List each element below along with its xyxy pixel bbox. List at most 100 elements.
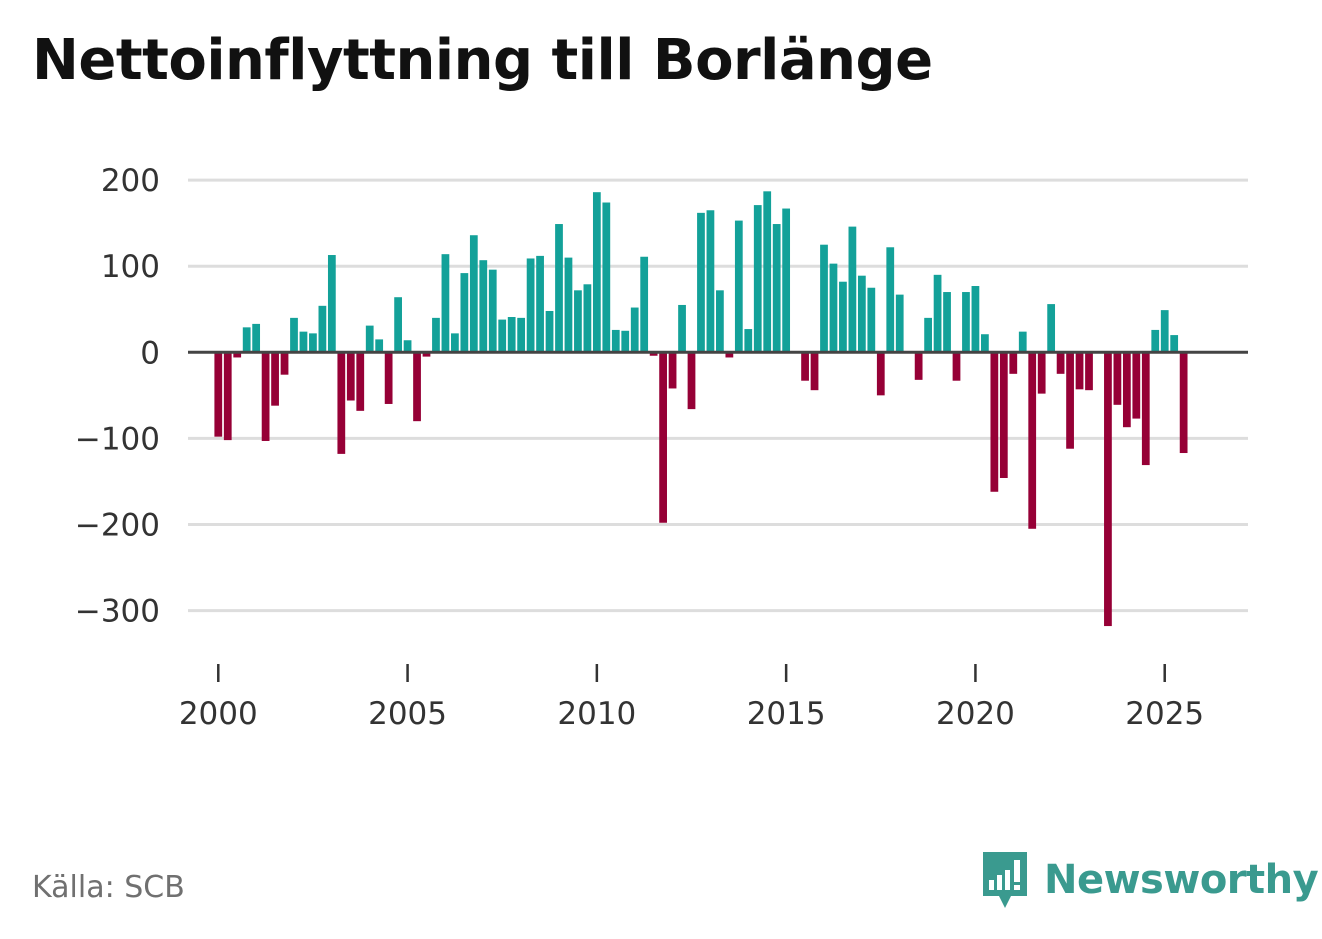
bar [280,352,289,375]
bar [432,317,440,353]
bar [488,269,497,353]
bar [214,352,223,437]
y-axis-ticks: 200 100 0 −100 −200 −300 [75,163,160,629]
bar-chart: 200 100 0 −100 −200 −300 2000 2005 2010 2015 2020… [75,163,1248,732]
bar [1047,304,1056,353]
bar [1113,352,1122,405]
bar [536,255,544,353]
bar [943,292,951,353]
bar [233,352,242,358]
bar [1170,335,1179,353]
x-tick-label: 2015 [747,696,826,732]
bar [990,352,999,492]
bar [469,235,478,353]
bar [1037,352,1046,394]
bar [914,352,923,380]
bar [621,330,630,353]
bar [895,294,904,353]
y-tick-label: −100 [75,421,160,457]
bar [299,331,308,353]
bar [555,224,563,353]
bar [517,317,526,353]
bar [413,352,421,422]
bar [848,226,857,353]
bar [962,292,970,353]
bar [375,339,384,353]
bar [451,333,459,353]
bar [1018,331,1027,353]
bar [1179,352,1188,454]
bar [252,323,261,353]
bar [602,202,611,353]
bar [309,333,317,353]
bar [545,310,554,353]
bar [337,352,346,454]
bar [772,224,781,353]
x-tick-label: 2005 [368,696,447,732]
bar [479,260,488,353]
bar [583,284,592,353]
bar [1075,352,1084,390]
bar [1056,352,1065,374]
bar [933,274,942,353]
bar [1104,352,1112,627]
bar [1085,352,1093,391]
bar [820,244,828,353]
bar [1066,352,1074,449]
bar [659,352,667,523]
x-tick-label: 2025 [1125,696,1204,732]
bar [876,352,885,396]
source-note: Källa: SCB [32,870,185,905]
bar [857,275,866,353]
bar [394,297,402,353]
bar [1160,310,1169,353]
bar [403,340,412,353]
bar [1151,329,1160,353]
bar [744,329,753,353]
brand-logo: Newsworthy [980,850,1319,910]
bar [716,290,724,353]
bar [697,212,705,353]
bar [365,325,374,353]
bar [886,247,895,353]
bar [384,352,393,404]
bar [630,307,639,353]
bar [327,255,336,353]
bar [668,352,677,389]
bar [971,286,980,353]
bar [526,258,535,353]
x-tick-label: 2000 [179,696,258,732]
bar [753,205,762,353]
bar [1141,352,1150,466]
bar [1009,352,1018,374]
bar [952,352,961,381]
x-tick-label: 2010 [557,696,636,732]
bar [867,287,876,353]
bar [242,327,251,353]
bar [810,352,819,391]
bar [611,329,620,353]
bar [782,208,791,353]
bar [839,281,847,353]
bar [763,191,772,353]
y-tick-label: 100 [101,249,160,285]
bar [687,352,696,410]
y-tick-label: −200 [75,507,160,543]
bar [649,352,658,356]
bar [999,352,1008,478]
bar [223,352,232,441]
y-tick-label: 200 [101,163,160,199]
bar [1132,352,1141,419]
bar [498,319,507,353]
x-axis-ticks: 2000 2005 2010 2015 2020 2025 [179,664,1204,732]
newsworthy-icon [983,852,1027,908]
bar [725,352,734,358]
bar [829,263,838,353]
bar [924,317,932,353]
bar [290,317,298,353]
bar [507,317,516,353]
bar [678,304,686,353]
bar [1122,352,1131,428]
bar [356,352,365,411]
chart-title: Nettoinflyttning till Borlänge [32,28,933,93]
